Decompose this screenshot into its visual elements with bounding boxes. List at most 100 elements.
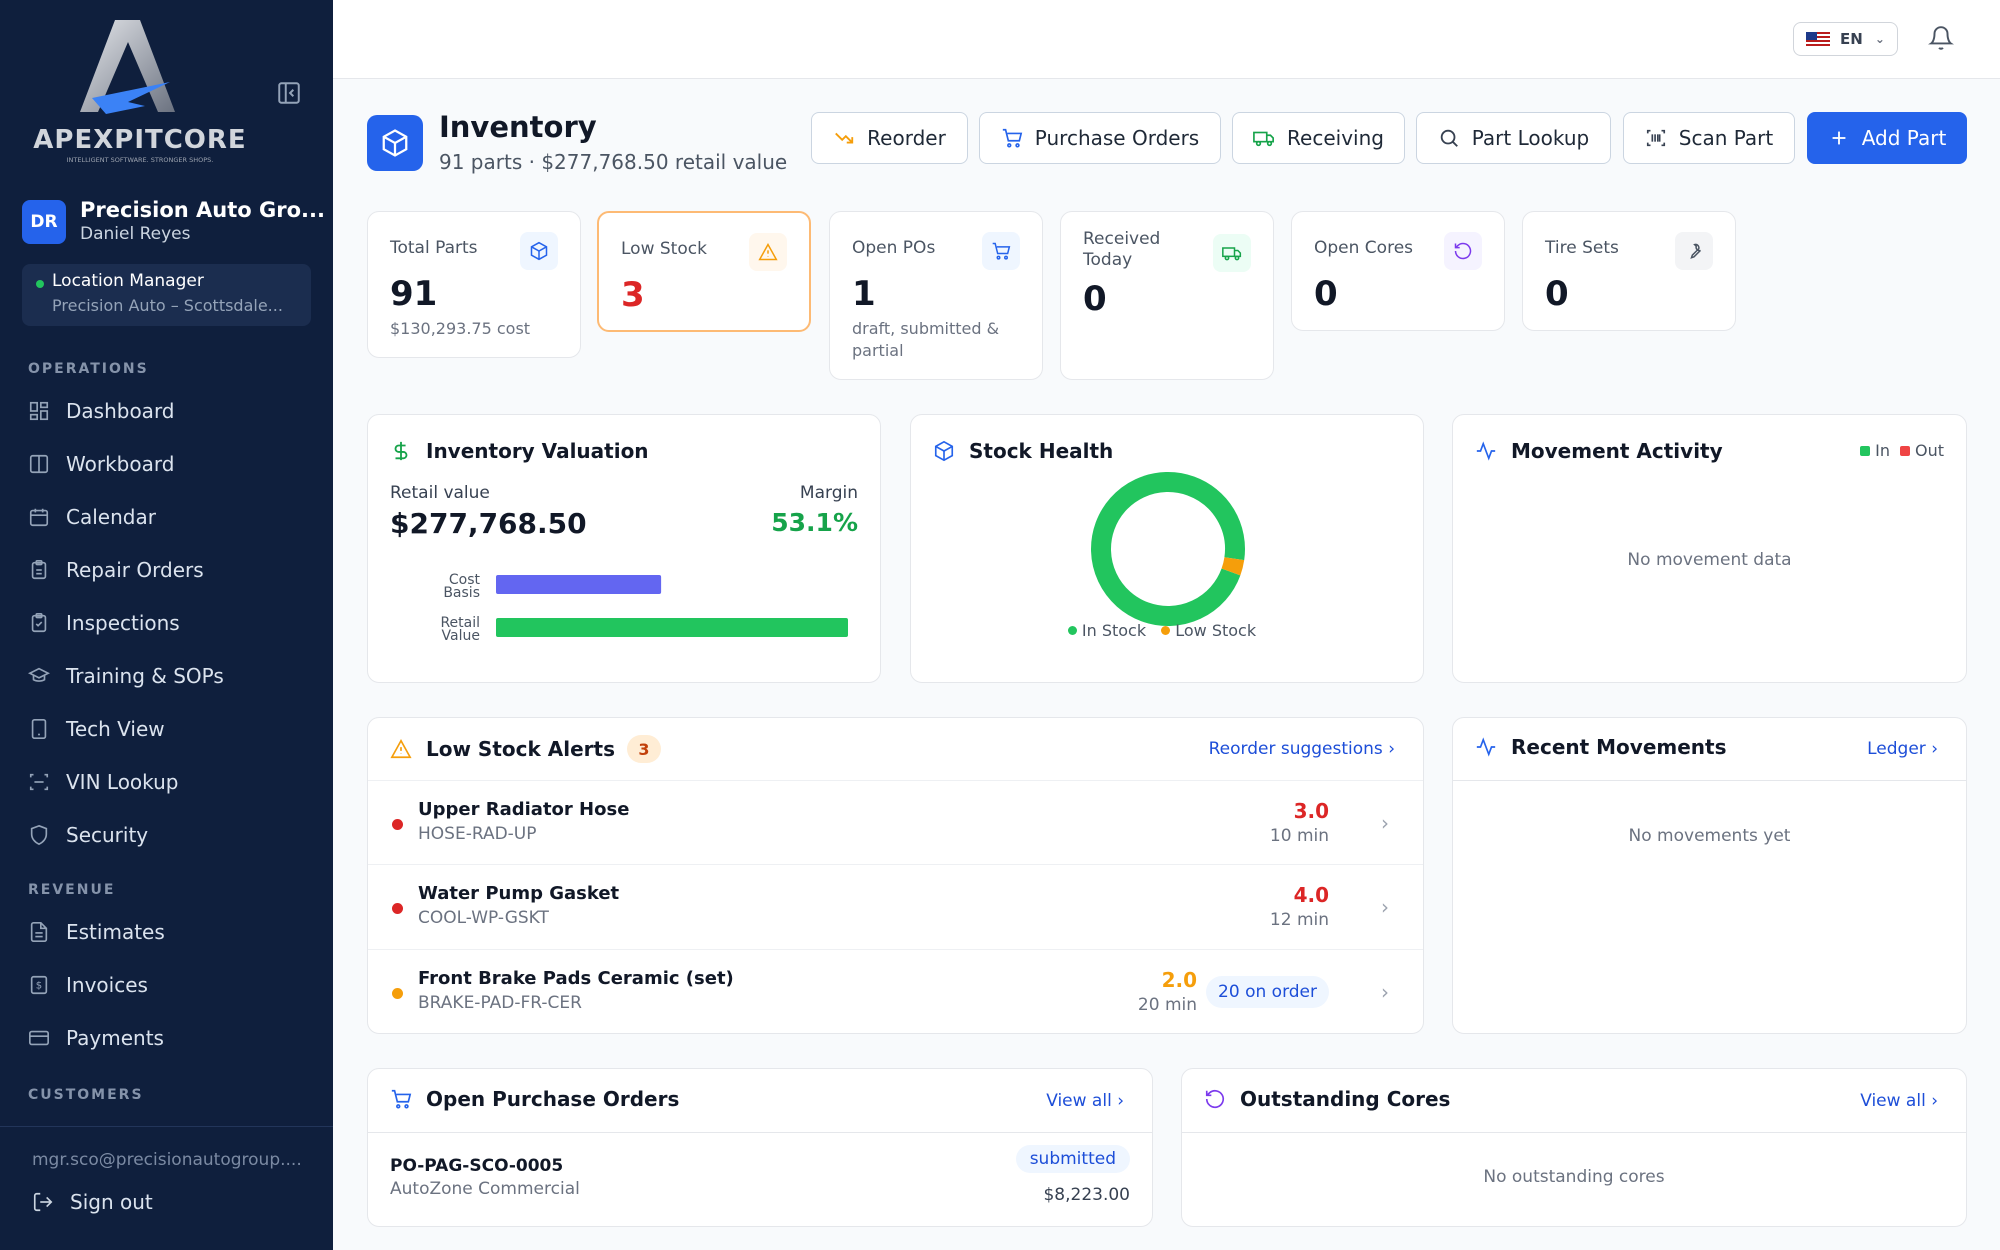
box-icon bbox=[520, 232, 558, 270]
panel-title-text: Inventory Valuation bbox=[426, 439, 649, 463]
cart-icon bbox=[982, 232, 1020, 270]
sidebar-item-training[interactable]: Training & SOPs bbox=[28, 658, 308, 694]
kpi-tire-sets[interactable]: Tire Sets 0 bbox=[1522, 211, 1736, 331]
calendar-icon bbox=[29, 508, 49, 527]
kpi-received-today[interactable]: Received Today 0 bbox=[1060, 211, 1274, 380]
kpi-label: Received Today bbox=[1083, 229, 1161, 270]
scan-icon bbox=[29, 773, 49, 791]
receiving-button[interactable]: Receiving bbox=[1232, 112, 1405, 164]
sidebar-item-calendar[interactable]: Calendar bbox=[28, 499, 308, 535]
trending-down-icon bbox=[835, 132, 854, 144]
kpi-value: 0 bbox=[1083, 279, 1107, 319]
apexpitcore-logo[interactable]: APEXPITCORE INTELLIGENT SOFTWARE. STRONG… bbox=[20, 16, 260, 166]
divider bbox=[368, 1132, 1152, 1133]
list-item[interactable]: Upper Radiator Hose HOSE-RAD-UP 3.0 10 m… bbox=[368, 780, 1423, 864]
status-dot bbox=[36, 280, 44, 288]
collapse-sidebar-icon[interactable] bbox=[276, 80, 302, 106]
search-icon bbox=[1440, 129, 1458, 147]
location-selector[interactable]: Location Manager Precision Auto – Scotts… bbox=[22, 264, 311, 326]
us-flag-icon bbox=[1806, 31, 1830, 47]
reorder-suggestions-link[interactable]: Reorder suggestions › bbox=[1208, 739, 1395, 759]
sign-out-label: Sign out bbox=[70, 1190, 153, 1214]
bar-retail-value bbox=[496, 618, 848, 637]
sidebar-item-workboard[interactable]: Workboard bbox=[28, 446, 308, 482]
part-qty: 2.0 bbox=[1161, 968, 1197, 992]
kpi-value: 0 bbox=[1314, 274, 1338, 314]
list-item[interactable]: Water Pump Gasket COOL-WP-GSKT 4.0 12 mi… bbox=[368, 864, 1423, 948]
divider bbox=[1453, 780, 1966, 781]
truck-icon bbox=[1253, 131, 1275, 147]
add-part-button[interactable]: Add Part bbox=[1807, 112, 1967, 164]
notification-bell-icon[interactable] bbox=[1928, 24, 1954, 52]
po-amount: $8,223.00 bbox=[1043, 1185, 1130, 1205]
part-name: Upper Radiator Hose bbox=[418, 799, 630, 820]
panel-title-text: Low Stock Alerts bbox=[426, 737, 615, 761]
clipboard-check-icon bbox=[31, 613, 47, 633]
graduation-cap-icon bbox=[28, 667, 50, 682]
part-lead-time: 12 min bbox=[1269, 910, 1329, 930]
bar-label-cost: Cost Basis bbox=[443, 572, 480, 601]
part-sku: BRAKE-PAD-FR-CER bbox=[418, 993, 582, 1013]
sidebar-item-dashboard[interactable]: Dashboard bbox=[28, 393, 308, 429]
status-badge: submitted bbox=[1015, 1145, 1130, 1173]
svg-text:$: $ bbox=[36, 981, 42, 992]
scan-part-button[interactable]: Scan Part bbox=[1623, 112, 1795, 164]
kpi-total-parts[interactable]: Total Parts 91 $130,293.75 cost bbox=[367, 211, 581, 358]
kpi-low-stock[interactable]: Low Stock 3 bbox=[597, 211, 811, 332]
user-email: mgr.sco@precisionautogroup.... bbox=[32, 1150, 302, 1170]
kpi-label: Open POs bbox=[852, 238, 936, 258]
kpi-open-pos[interactable]: Open POs 1 draft, submitted & partial bbox=[829, 211, 1043, 380]
retail-value: $277,768.50 bbox=[390, 507, 587, 540]
sidebar-item-repair-orders[interactable]: Repair Orders bbox=[28, 552, 308, 588]
part-name: Front Brake Pads Ceramic (set) bbox=[418, 968, 734, 989]
sign-out-button[interactable]: Sign out bbox=[32, 1190, 153, 1214]
sidebar-item-invoices[interactable]: $ Invoices bbox=[28, 967, 308, 1003]
margin-value: 53.1% bbox=[771, 508, 858, 537]
sidebar-item-label: Workboard bbox=[66, 452, 175, 476]
part-lookup-button[interactable]: Part Lookup bbox=[1416, 112, 1611, 164]
top-bar bbox=[333, 0, 2000, 79]
severity-dot bbox=[392, 819, 403, 830]
kpi-open-cores[interactable]: Open Cores 0 bbox=[1291, 211, 1505, 331]
workboard-icon bbox=[29, 454, 49, 474]
reorder-button[interactable]: Reorder bbox=[811, 112, 968, 164]
divider bbox=[1182, 1132, 1966, 1133]
section-operations: OPERATIONS bbox=[28, 361, 149, 377]
kpi-sub: $130,293.75 cost bbox=[390, 319, 531, 338]
purchase-orders-button[interactable]: Purchase Orders bbox=[979, 112, 1221, 164]
sidebar-item-security[interactable]: Security bbox=[28, 817, 308, 853]
empty-state: No outstanding cores bbox=[1483, 1167, 1665, 1187]
part-qty: 3.0 bbox=[1293, 799, 1329, 823]
kpi-label: Tire Sets bbox=[1545, 238, 1619, 258]
kpi-label: Open Cores bbox=[1314, 238, 1414, 258]
panel-title: Inventory Valuation bbox=[390, 439, 649, 463]
outstanding-cores-panel: Outstanding Cores View all › No outstand… bbox=[1181, 1068, 1967, 1227]
panel-title-text: Stock Health bbox=[969, 439, 1114, 463]
list-item[interactable]: Front Brake Pads Ceramic (set) BRAKE-PAD… bbox=[368, 949, 1423, 1033]
add-part-label: Add Part bbox=[1861, 126, 1947, 150]
view-all-cores-link[interactable]: View all › bbox=[1860, 1091, 1938, 1111]
inventory-valuation-panel: Inventory Valuation Retail value $277,76… bbox=[367, 414, 881, 683]
open-purchase-orders-panel: Open Purchase Orders View all › PO-PAG-S… bbox=[367, 1068, 1153, 1227]
reorder-label: Reorder bbox=[867, 126, 946, 150]
purchase-orders-label: Purchase Orders bbox=[1034, 126, 1200, 150]
language-selector[interactable]: EN ⌄ bbox=[1793, 22, 1898, 56]
sidebar-item-vin-lookup[interactable]: VIN Lookup bbox=[28, 764, 308, 800]
ledger-link[interactable]: Ledger › bbox=[1867, 739, 1938, 759]
svg-text:APEXPITCORE: APEXPITCORE bbox=[33, 125, 246, 155]
svg-text:INTELLIGENT SOFTWARE. STRONGER: INTELLIGENT SOFTWARE. STRONGER SHOPS. bbox=[67, 156, 214, 164]
sidebar-item-tech-view[interactable]: Tech View bbox=[28, 711, 308, 747]
bar-cost-basis bbox=[496, 575, 662, 594]
org-switcher[interactable]: DR Precision Auto Gro... Daniel Reyes bbox=[22, 198, 325, 248]
sidebar-item-estimates[interactable]: Estimates bbox=[28, 914, 308, 950]
part-lead-time: 20 min bbox=[1137, 995, 1197, 1015]
file-text-icon bbox=[30, 922, 48, 942]
part-qty: 4.0 bbox=[1293, 883, 1329, 907]
table-row[interactable]: PO-PAG-SCO-0005 AutoZone Commercial subm… bbox=[368, 1133, 1152, 1226]
part-sku: COOL-WP-GSKT bbox=[418, 908, 549, 928]
sidebar-item-label: Calendar bbox=[66, 505, 156, 529]
kpi-value: 91 bbox=[390, 274, 438, 314]
sidebar-item-inspections[interactable]: Inspections bbox=[28, 605, 308, 641]
view-all-pos-link[interactable]: View all › bbox=[1046, 1091, 1124, 1111]
sidebar-item-payments[interactable]: Payments bbox=[28, 1020, 308, 1056]
